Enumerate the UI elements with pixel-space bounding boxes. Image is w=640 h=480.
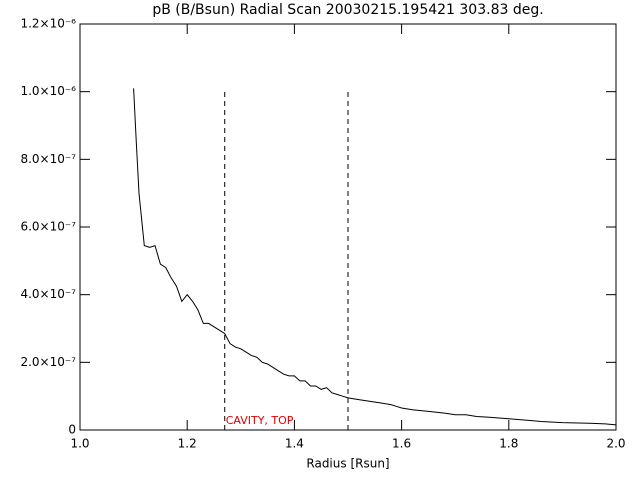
x-tick-label: 1.0 [70,437,89,451]
x-tick-label: 1.6 [392,437,411,451]
chart-title: pB (B/Bsun) Radial Scan 20030215.195421 … [152,2,543,18]
annotation: CAVITY, TOP [226,414,294,427]
x-tick-label: 1.4 [285,437,304,451]
y-tick-label: 1.2×10⁻⁶ [20,17,76,31]
y-tick-label: 8.0×10⁻⁷ [20,152,76,166]
y-tick-label: 1.0×10⁻⁶ [20,84,76,98]
x-axis-label: Radius [Rsun] [306,457,389,471]
y-tick-label: 2.0×10⁻⁷ [20,355,76,369]
y-tick-label: 4.0×10⁻⁷ [20,287,76,301]
x-tick-label: 1.8 [499,437,518,451]
data-line [133,88,617,426]
x-tick-label: 1.2 [178,437,197,451]
y-tick-label: 6.0×10⁻⁷ [20,220,76,234]
x-tick-label: 2.0 [606,437,625,451]
y-tick-label: 0 [68,423,76,437]
